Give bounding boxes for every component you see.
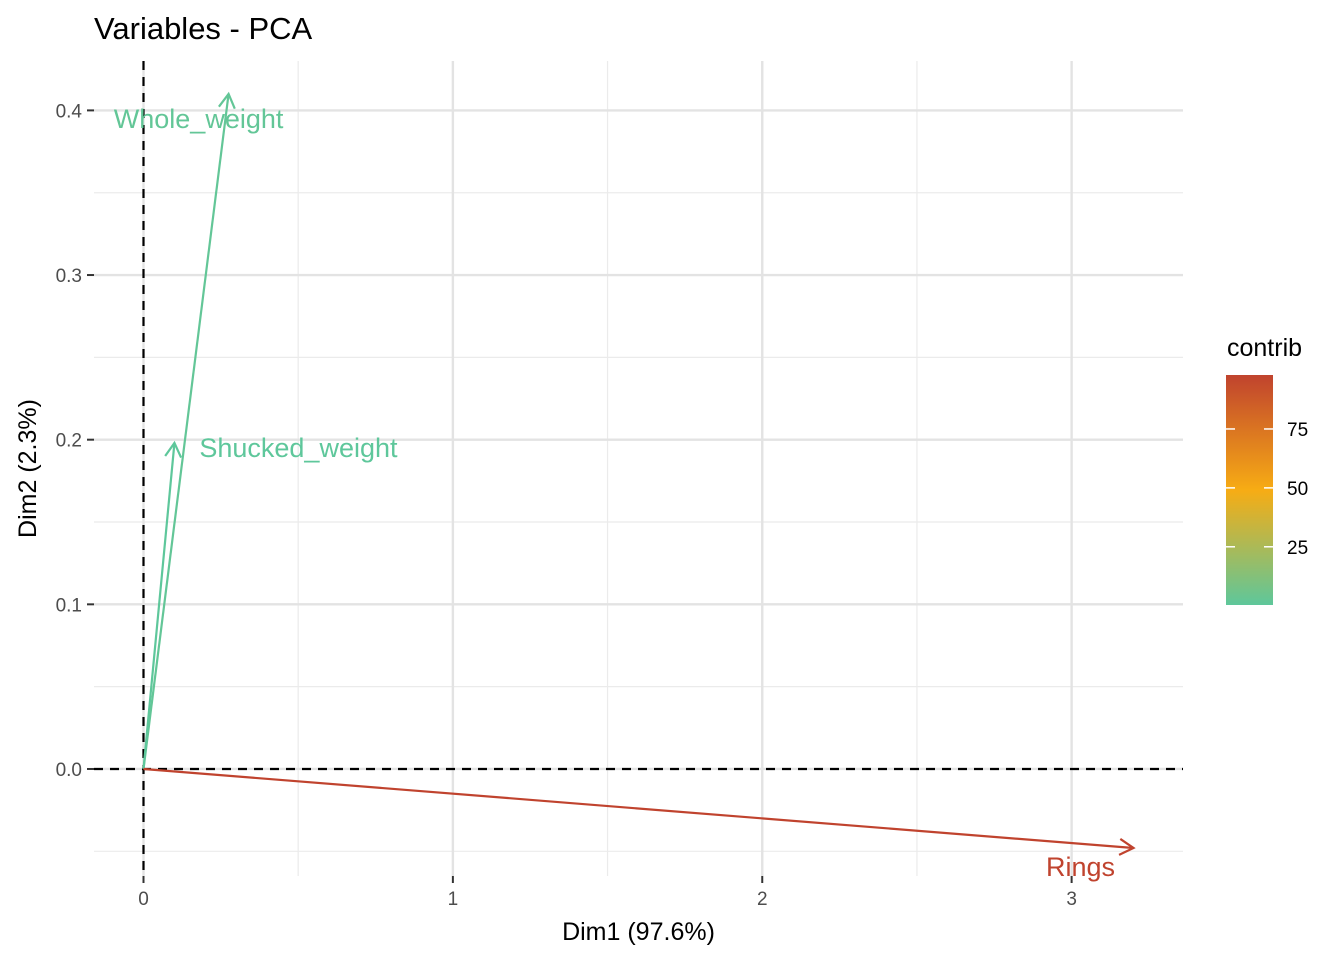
y-tick-label: 0.0 xyxy=(56,760,82,781)
y-tick-label: 0.4 xyxy=(56,101,83,122)
plot-panel xyxy=(94,61,1183,876)
arrowhead-whole-weight xyxy=(218,91,236,110)
label-rings: Rings xyxy=(1046,852,1115,882)
legend-tick-label: 75 xyxy=(1287,420,1308,441)
y-tick-label: 0.2 xyxy=(56,431,82,452)
x-tick-label: 3 xyxy=(1066,889,1077,910)
variable-arrows xyxy=(142,91,1136,856)
minor-gridlines xyxy=(94,61,1183,876)
y-axis-ticks: 0.0 0.1 0.2 0.3 0.4 xyxy=(56,101,94,781)
legend-tick-label: 50 xyxy=(1287,479,1308,500)
x-tick-label: 0 xyxy=(138,889,149,910)
chart-title: Variables - PCA xyxy=(94,11,313,46)
legend-title: contrib xyxy=(1227,334,1302,362)
label-whole-weight: Whole_weight xyxy=(114,104,284,134)
legend-tick-label: 25 xyxy=(1287,538,1308,559)
arrow-shucked-weight xyxy=(142,442,176,770)
label-shucked-weight: Shucked_weight xyxy=(199,433,398,463)
y-tick-label: 0.3 xyxy=(56,266,82,287)
x-axis-title: Dim1 (97.6%) xyxy=(562,918,715,946)
y-tick-label: 0.1 xyxy=(56,595,82,616)
legend: contrib 25 50 75 xyxy=(1226,334,1308,605)
x-tick-label: 1 xyxy=(448,889,459,910)
x-tick-label: 2 xyxy=(757,889,768,910)
y-axis-title: Dim2 (2.3%) xyxy=(14,399,42,538)
arrow-whole-weight xyxy=(142,93,230,770)
variable-labels: Whole_weight Shucked_weight Rings xyxy=(114,104,1115,882)
x-axis-ticks: 0 1 2 3 xyxy=(138,876,1077,910)
reference-lines xyxy=(94,61,1183,876)
arrowhead-rings xyxy=(1118,838,1136,856)
arrowhead-shucked-weight xyxy=(164,440,183,458)
legend-ticks: 25 50 75 xyxy=(1226,420,1308,559)
arrow-rings xyxy=(143,767,1134,850)
legend-colorbar xyxy=(1226,375,1273,605)
